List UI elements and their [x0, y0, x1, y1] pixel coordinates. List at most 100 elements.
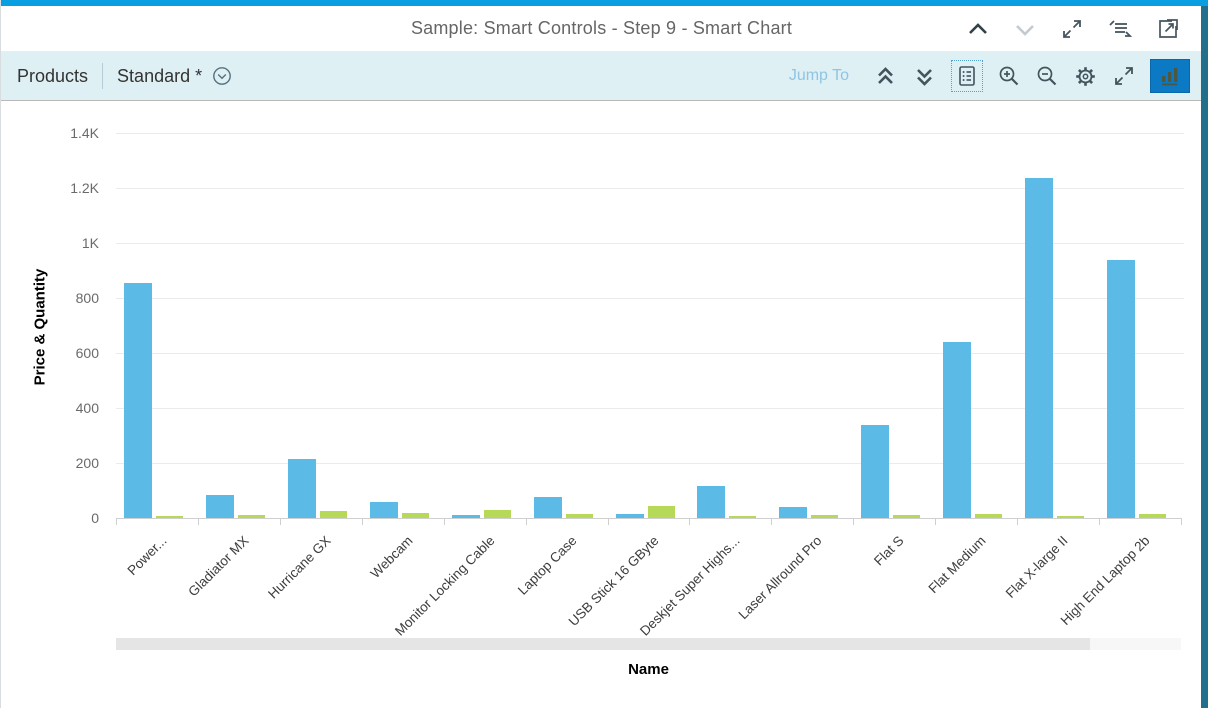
bar-price-10[interactable] [943, 342, 972, 518]
x-axis-label: Power... [124, 533, 170, 579]
bar-price-2[interactable] [287, 458, 316, 518]
x-axis-tick [525, 519, 527, 525]
chart-plot-region: Price & Quantity 0 200 400 600 800 1K 1.2K 1.4K… [1, 101, 1202, 708]
chart-type-button-selected[interactable] [1150, 59, 1190, 93]
y-tick-label: 1.4K [70, 125, 99, 141]
zoom-out-button[interactable] [1035, 64, 1059, 88]
bar-price-0[interactable] [124, 282, 152, 518]
gridline [116, 353, 1184, 354]
fullscreen-icon [1115, 67, 1133, 85]
legend-focus-border [951, 60, 983, 92]
zoom-in-button[interactable] [997, 64, 1021, 88]
bar-price-8[interactable] [779, 507, 808, 518]
bar-price-5[interactable] [533, 497, 562, 518]
bar-quantity-12[interactable] [1139, 513, 1167, 518]
jump-to-button[interactable]: Jump To [788, 67, 849, 84]
horizontal-scrollbar-thumb[interactable] [116, 638, 1090, 650]
y-tick-label: 800 [75, 290, 99, 306]
gridline [116, 463, 1184, 464]
bar-price-7[interactable] [697, 486, 726, 518]
double-chevron-up-icon [878, 66, 893, 84]
bar-price-3[interactable] [369, 502, 398, 518]
gear-icon [1076, 66, 1095, 86]
expand-group-button[interactable] [912, 64, 937, 89]
y-tick-label: 0 [91, 510, 99, 526]
gridline [116, 408, 1184, 409]
x-axis-tick [1181, 519, 1182, 525]
chevron-down-icon [1016, 24, 1034, 36]
x-axis-line [116, 518, 1182, 519]
bar-chart-icon [1162, 68, 1178, 86]
horizontal-scrollbar-track[interactable] [116, 638, 1181, 650]
y-tick-label: 1.2K [70, 180, 99, 196]
fullscreen-button[interactable] [1112, 64, 1136, 88]
x-axis-tick [935, 519, 937, 525]
y-axis-title: Price & Quantity [31, 268, 49, 386]
accent-strip [1, 0, 1208, 6]
header-icon-bar [966, 6, 1180, 51]
show-code-icon [1109, 19, 1133, 37]
y-tick-label: 1K [81, 235, 99, 251]
bar-price-1[interactable] [205, 495, 234, 518]
variant-management[interactable]: Standard * [117, 65, 233, 87]
header: Sample: Smart Controls - Step 9 - Smart … [1, 6, 1202, 52]
bar-quantity-11[interactable] [1057, 516, 1085, 518]
x-axis-tick [771, 519, 773, 525]
y-tick-label: 600 [75, 345, 99, 361]
open-in-new-window-button[interactable] [1156, 17, 1180, 41]
double-chevron-down-icon [917, 68, 932, 86]
variant-chevron-icon [213, 67, 232, 85]
x-axis-tick [1099, 519, 1101, 525]
gridline [116, 133, 1184, 134]
bar-quantity-1[interactable] [237, 515, 265, 518]
bar-quantity-2[interactable] [319, 511, 347, 518]
bar-quantity-8[interactable] [811, 515, 839, 518]
x-axis-tick [607, 519, 609, 525]
chevron-up-icon [969, 22, 987, 34]
toolbar-actions: Jump To [789, 59, 1190, 93]
x-axis-title: Name [628, 661, 669, 678]
gridline [116, 188, 1184, 189]
collapse-group-button[interactable] [873, 64, 898, 89]
toolbar-separator [102, 63, 104, 89]
legend-button[interactable] [956, 64, 978, 88]
x-axis-tick [853, 519, 855, 525]
x-axis-tick [116, 519, 117, 525]
zoom-in-icon [999, 66, 1019, 86]
y-tick-label: 400 [75, 400, 99, 416]
bar-quantity-7[interactable] [729, 515, 757, 518]
y-tick-label: 200 [75, 455, 99, 471]
navigate-down-button[interactable] [1013, 18, 1037, 40]
bar-quantity-3[interactable] [401, 513, 429, 518]
x-axis-tick [443, 519, 445, 525]
legend-icon [959, 66, 975, 86]
bar-quantity-6[interactable] [647, 506, 675, 518]
maximize-icon [1063, 19, 1081, 38]
show-code-button[interactable] [1107, 18, 1133, 40]
bar-quantity-5[interactable] [565, 513, 593, 518]
bar-price-4[interactable] [451, 514, 480, 518]
x-axis-tick [361, 519, 363, 525]
zoom-out-icon [1037, 66, 1057, 86]
bar-quantity-0[interactable] [156, 515, 183, 518]
x-axis-tick [197, 519, 199, 525]
bar-price-6[interactable] [615, 513, 644, 518]
bar-quantity-9[interactable] [893, 515, 921, 518]
bar-quantity-10[interactable] [975, 513, 1003, 518]
navigate-up-button[interactable] [966, 18, 990, 40]
bar-price-11[interactable] [1025, 178, 1054, 518]
gridline [116, 298, 1184, 299]
smart-chart-toolbar: Products Standard * Jump To [1, 52, 1202, 101]
bar-quantity-4[interactable] [483, 509, 511, 518]
page-title: Sample: Smart Controls - Step 9 - Smart … [410, 18, 793, 38]
bar-price-12[interactable] [1107, 259, 1136, 518]
settings-button[interactable] [1073, 64, 1098, 89]
bar-price-9[interactable] [861, 425, 890, 518]
frame-border [1201, 6, 1208, 708]
gridline [116, 243, 1184, 244]
maximize-button[interactable] [1060, 17, 1084, 41]
entity-title: Products [17, 65, 89, 86]
x-axis-tick [689, 519, 691, 525]
x-axis-tick [1017, 519, 1019, 525]
